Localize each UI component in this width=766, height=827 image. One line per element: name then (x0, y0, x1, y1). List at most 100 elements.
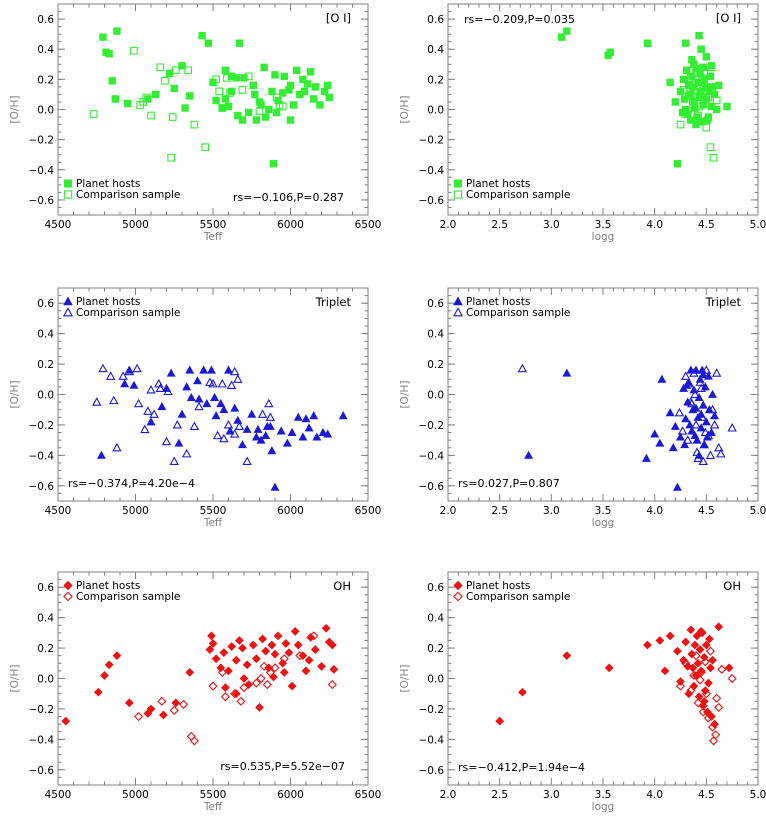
data-point (226, 380, 237, 389)
legend-marker-comparison-sample (62, 307, 74, 317)
y-tick-label: 0.4 (427, 44, 444, 56)
data-point (698, 370, 708, 379)
legend-label: Planet hosts (466, 296, 530, 308)
data-point (124, 99, 132, 108)
data-point (696, 667, 706, 677)
data-point (147, 111, 155, 120)
legend-label: Planet hosts (466, 580, 530, 592)
data-point (666, 78, 674, 87)
data-point (256, 673, 266, 684)
data-point (306, 68, 315, 76)
data-point (701, 99, 710, 108)
data-point (233, 374, 243, 383)
data-point (684, 378, 694, 388)
data-point (112, 442, 122, 452)
data-point (223, 74, 231, 82)
y-tick-label: 0.0 (427, 105, 444, 117)
x-axis-label: Teff (203, 801, 223, 813)
data-point (683, 435, 693, 444)
series-planet-hosts (557, 27, 731, 168)
data-point (709, 420, 720, 429)
data-point (689, 98, 697, 106)
data-point (99, 33, 107, 41)
plot-frame (447, 571, 759, 786)
data-point (309, 411, 319, 420)
data-point (338, 411, 348, 420)
y-tick-label: −0.2 (29, 135, 55, 147)
data-point (219, 405, 229, 414)
y-tick-label: −0.4 (419, 734, 445, 746)
data-point (681, 637, 691, 647)
data-point (310, 645, 320, 654)
data-point (282, 438, 292, 447)
y-tick-label: 0.2 (37, 643, 54, 655)
y-tick-label: 0.6 (37, 582, 54, 594)
data-point (185, 668, 195, 677)
x-tick-label: 5.0 (750, 505, 766, 517)
data-point (130, 46, 138, 55)
data-point (697, 45, 705, 53)
data-point (693, 658, 703, 668)
x-tick-label: 4.5 (698, 789, 715, 801)
data-point (727, 423, 737, 432)
data-point (255, 107, 264, 115)
data-point (217, 667, 227, 677)
data-point (707, 722, 718, 732)
data-point (671, 98, 680, 106)
data-point (705, 646, 716, 656)
data-point (696, 666, 706, 676)
data-point (252, 654, 261, 664)
data-point (181, 104, 189, 112)
data-point (238, 643, 247, 653)
data-point (190, 120, 199, 129)
data-point (265, 421, 275, 430)
data-point (310, 95, 318, 103)
data-point (290, 626, 300, 636)
x-tick-label: 6500 (355, 219, 382, 231)
panel-teff-triplet: 4500 5000 5500 6000 6500 −0.6 −0.4 −0.2 0.0 0.2 0.… (9, 287, 381, 529)
data-point (698, 707, 708, 717)
data-point (686, 625, 696, 635)
data-point (256, 435, 266, 444)
data-point (700, 67, 709, 76)
series-comparison-sample (92, 363, 276, 466)
data-point (161, 436, 172, 446)
data-point (134, 711, 144, 722)
x-axis-label: Teff (203, 231, 223, 243)
data-point (325, 93, 333, 102)
panel-teff-OI: 4500 5000 5500 6000 6500 −0.6 −0.4 −0.2 0.0 0.2 0.… (9, 3, 382, 243)
data-point (311, 83, 319, 91)
y-tick-label: 0.6 (37, 14, 54, 26)
data-point (251, 432, 261, 441)
data-point (692, 631, 702, 641)
data-point (124, 366, 135, 376)
data-point (699, 83, 708, 91)
data-point (674, 407, 685, 417)
data-point (264, 398, 274, 408)
data-point (650, 429, 660, 438)
data-point (704, 678, 713, 688)
data-point (697, 117, 706, 126)
y-tick-label: −0.2 (29, 420, 55, 432)
data-point (186, 731, 196, 741)
data-point (224, 102, 233, 111)
data-point (149, 409, 159, 418)
data-point (247, 409, 257, 418)
data-point (708, 655, 717, 665)
y-tick-label: −0.6 (419, 765, 445, 777)
data-point (672, 482, 682, 491)
x-tick-label: 4500 (45, 219, 72, 231)
x-tick-label: 5000 (122, 789, 149, 801)
data-point (258, 634, 267, 644)
x-tick-label: 3.5 (595, 219, 612, 231)
data-point (201, 143, 210, 152)
data-point (711, 368, 722, 377)
data-point (287, 427, 297, 436)
data-point (705, 634, 714, 644)
data-point (706, 72, 715, 81)
y-tick-label: −0.2 (29, 704, 55, 716)
data-point (702, 123, 711, 132)
data-point (699, 696, 709, 706)
data-point (701, 365, 712, 374)
